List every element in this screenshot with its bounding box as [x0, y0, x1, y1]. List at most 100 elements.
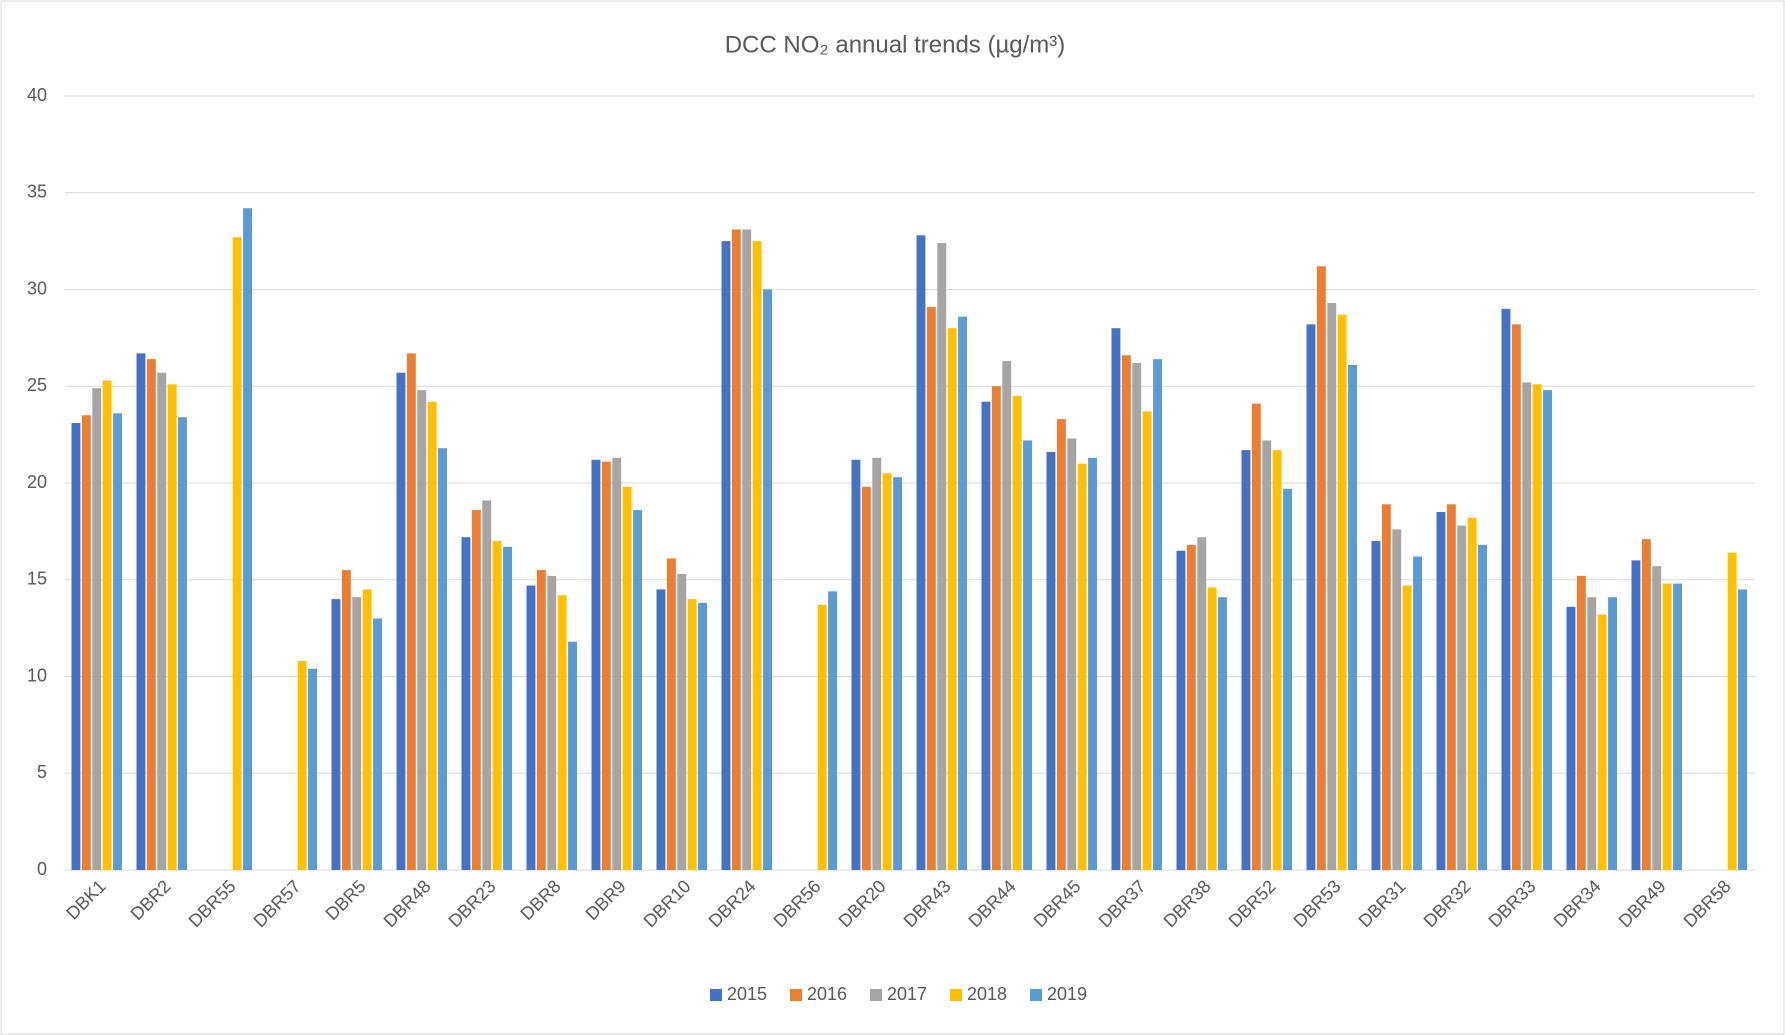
bar	[1056, 419, 1066, 870]
bar	[612, 457, 622, 870]
bar	[601, 461, 611, 870]
bar	[1077, 463, 1087, 870]
bar	[763, 289, 772, 870]
y-tick-label: 35	[27, 182, 47, 202]
bar	[136, 353, 146, 871]
bar	[1023, 440, 1032, 870]
bar	[1566, 606, 1576, 870]
bar	[591, 459, 601, 870]
bar	[1197, 537, 1207, 870]
bar	[851, 459, 861, 870]
bar	[547, 575, 557, 870]
bar	[1597, 614, 1607, 870]
bar	[861, 486, 871, 870]
bar	[427, 401, 437, 870]
bar	[1457, 525, 1467, 870]
bar	[536, 570, 546, 870]
bar	[232, 237, 242, 870]
bar	[1067, 438, 1077, 870]
bar	[1608, 597, 1617, 870]
bar	[937, 243, 947, 870]
bar	[1631, 560, 1641, 870]
bar	[1283, 488, 1292, 870]
bar	[893, 477, 902, 870]
bar	[1262, 440, 1272, 870]
bar	[1241, 450, 1251, 870]
bar	[1641, 539, 1651, 870]
bar	[1673, 583, 1682, 870]
bar	[656, 589, 666, 870]
bar	[926, 306, 936, 870]
y-tick-label: 20	[27, 472, 47, 492]
bar	[991, 386, 1001, 870]
y-tick-label: 15	[27, 569, 47, 589]
bar	[157, 372, 167, 870]
bar	[113, 413, 122, 870]
bar	[1142, 411, 1152, 870]
legend-label: 2016	[807, 984, 847, 1004]
bar	[1446, 504, 1456, 870]
bar	[1381, 504, 1391, 870]
legend-label: 2018	[967, 984, 1007, 1004]
bar	[1532, 384, 1542, 870]
bar	[1002, 361, 1012, 870]
bar	[947, 328, 957, 870]
bar	[373, 618, 382, 870]
bar	[1413, 556, 1422, 870]
bar	[461, 537, 471, 870]
bar	[102, 380, 112, 870]
bar	[1153, 359, 1162, 870]
bar	[622, 486, 632, 870]
bar	[1402, 585, 1412, 870]
legend-swatch	[950, 989, 962, 1001]
bar	[1088, 457, 1097, 870]
bar	[1576, 575, 1586, 870]
bar	[243, 208, 252, 871]
bar	[677, 573, 687, 870]
bar	[666, 558, 676, 870]
legend-swatch	[710, 989, 722, 1001]
bar	[828, 591, 837, 870]
bar	[526, 585, 536, 870]
bar	[1652, 566, 1662, 870]
bar	[1272, 450, 1282, 870]
bar	[362, 589, 372, 870]
bar	[1046, 452, 1056, 870]
y-tick-label: 10	[27, 665, 47, 685]
bar	[687, 599, 697, 870]
bar	[1132, 363, 1142, 870]
bar	[1337, 314, 1347, 870]
bar	[1207, 587, 1217, 870]
bar	[1218, 597, 1227, 870]
bar	[1522, 382, 1532, 870]
bar	[1511, 324, 1521, 871]
bar	[1478, 544, 1487, 870]
legend-label: 2015	[727, 984, 767, 1004]
bar	[1436, 512, 1446, 870]
bar	[872, 457, 882, 870]
bar	[331, 599, 341, 870]
y-tick-label: 0	[37, 859, 47, 879]
bar	[557, 595, 567, 870]
chart-title: DCC NO₂ annual trends (µg/m³)	[725, 31, 1066, 58]
legend-swatch	[1030, 989, 1042, 1001]
bar	[1012, 395, 1022, 870]
bar	[492, 541, 502, 870]
bar	[1327, 303, 1337, 870]
bar	[981, 401, 991, 870]
bar	[721, 241, 731, 870]
bar	[92, 388, 102, 870]
bar	[308, 668, 317, 870]
bar	[958, 316, 967, 871]
bar	[482, 500, 492, 870]
bar	[406, 353, 416, 871]
bar	[1392, 529, 1402, 870]
bar	[1316, 266, 1326, 870]
bar	[568, 641, 577, 870]
bar	[1371, 541, 1381, 870]
bar	[1186, 544, 1196, 870]
bar	[1348, 364, 1357, 870]
bar	[471, 510, 481, 870]
legend-label: 2019	[1047, 984, 1087, 1004]
bar	[1121, 355, 1131, 870]
